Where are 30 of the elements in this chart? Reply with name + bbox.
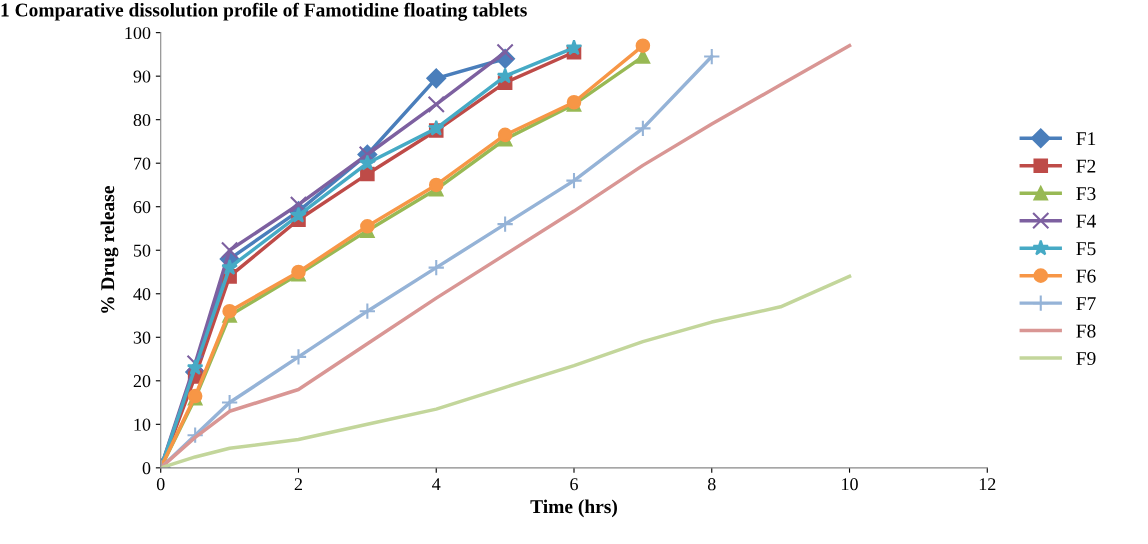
x-tick-label: 12 [979, 478, 996, 491]
x-tick-label: 6 [570, 478, 578, 491]
y-tick-label: 10 [134, 418, 151, 431]
legend-label: F4 [1076, 214, 1096, 228]
y-tick-label: 70 [134, 157, 151, 170]
legend-label: F3 [1076, 187, 1096, 201]
y-tick-label: 60 [133, 200, 151, 214]
legend-label: F9 [1076, 352, 1096, 366]
legend-label: F6 [1076, 269, 1096, 283]
x-tick-label: 2 [294, 478, 302, 491]
legend-label: F1 [1076, 132, 1096, 146]
legend-label: F2 [1076, 159, 1096, 173]
x-tick-label: 10 [842, 478, 858, 491]
y-tick-label: 80 [133, 113, 151, 127]
y-tick-label: 90 [133, 70, 151, 83]
y-axis-title: % Drug release [100, 186, 119, 313]
legend-label: F7 [1076, 297, 1096, 310]
x-tick-label: 0 [156, 478, 165, 491]
y-tick-label: 20 [133, 375, 151, 388]
y-tick-label: 40 [133, 288, 151, 301]
y-tick-label: 0 [142, 462, 151, 475]
y-tick-label: 50 [133, 244, 151, 257]
legend-label: F8 [1076, 324, 1096, 338]
y-tick-label: 100 [125, 26, 151, 40]
legend-label: F5 [1076, 242, 1096, 256]
chart-title: 1 Comparative dissolution profile of Famotidine floating tablets [1, 2, 527, 21]
x-tick-label: 4 [432, 478, 441, 491]
x-axis-title: Time (hrs) [530, 499, 617, 518]
y-tick-label: 30 [133, 331, 151, 344]
x-tick-label: 8 [707, 478, 716, 491]
